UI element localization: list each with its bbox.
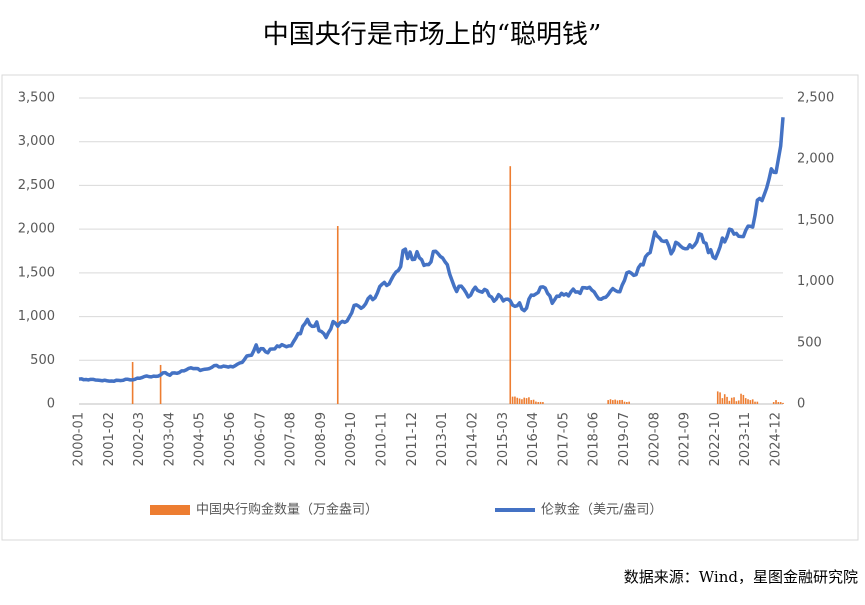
bar <box>772 402 775 404</box>
bar <box>535 401 537 404</box>
bar <box>619 400 621 404</box>
bar <box>626 402 628 404</box>
chart-title: 中国央行是市场上的“聪明钱” <box>263 20 602 50</box>
bar <box>532 399 535 404</box>
x-tick-label: 2022-10 <box>708 412 723 466</box>
bar <box>623 401 626 404</box>
bar <box>518 398 521 404</box>
y2-tick-label: 1,500 <box>797 213 834 228</box>
bar <box>716 391 719 404</box>
y2-tick-label: 0 <box>797 397 805 412</box>
x-tick-label: 2018-06 <box>587 412 602 466</box>
y-tick-label: 3,500 <box>18 91 55 106</box>
bar <box>728 400 731 404</box>
x-tick-label: 2015-03 <box>496 412 511 466</box>
x-tick-label: 2005-06 <box>223 412 238 466</box>
bar <box>779 402 782 404</box>
bar <box>744 398 747 404</box>
x-tick-label: 2008-09 <box>314 412 329 466</box>
x-tick-label: 2009-10 <box>344 412 359 466</box>
bar <box>721 398 724 404</box>
bar <box>747 399 749 404</box>
bar <box>159 364 162 404</box>
x-tick-label: 2011-12 <box>405 412 420 466</box>
x-tick-label: 2014-02 <box>465 412 480 466</box>
bar <box>749 400 752 404</box>
bar <box>336 226 339 404</box>
x-tick-label: 2006-07 <box>253 412 268 466</box>
y-tick-label: 2,000 <box>18 222 55 237</box>
legend-label: 伦敦金（美元/盎司） <box>541 502 662 518</box>
x-tick-label: 2024-12 <box>769 412 784 466</box>
line <box>78 117 785 384</box>
x-tick-label: 2023-11 <box>738 412 753 466</box>
chart-frame <box>1 74 859 541</box>
x-tick-label: 2016-04 <box>526 412 541 466</box>
bar <box>723 394 726 404</box>
bar <box>612 400 614 404</box>
y-tick-label: 3,000 <box>18 134 55 149</box>
legend-label: 中国央行购金数量（万金盎司） <box>196 502 378 518</box>
bar <box>740 393 742 404</box>
x-tick-label: 2007-08 <box>284 412 299 466</box>
bar <box>607 400 609 404</box>
x-tick-label: 2004-05 <box>193 412 208 466</box>
y-tick-label: 0 <box>47 397 55 412</box>
x-tick-label: 2021-09 <box>678 412 693 466</box>
source: 数据来源：Wind，星图金融研究院 <box>624 568 858 586</box>
bar <box>719 392 721 404</box>
bar <box>726 396 728 404</box>
x-tick-label: 2003-04 <box>162 412 177 466</box>
bar <box>609 399 612 404</box>
bar <box>756 401 759 404</box>
bar <box>542 402 544 404</box>
y-tick-label: 1,000 <box>18 309 55 324</box>
bar <box>775 400 777 404</box>
y2-tick-label: 500 <box>797 335 822 350</box>
bar <box>751 399 754 404</box>
bar <box>514 396 516 404</box>
y-tick-label: 2,500 <box>18 178 55 193</box>
bar <box>523 397 526 404</box>
bar <box>516 397 519 404</box>
bar <box>530 400 533 404</box>
bar <box>730 397 733 404</box>
bar <box>735 401 738 404</box>
bar <box>733 397 735 404</box>
bar <box>521 399 523 404</box>
bar <box>742 394 745 404</box>
bar <box>628 401 630 404</box>
bar <box>525 398 528 404</box>
y-tick-label: 500 <box>30 353 55 368</box>
bar <box>777 402 780 404</box>
x-tick-label: 2010-11 <box>375 412 390 466</box>
x-tick-label: 2013-01 <box>435 412 450 466</box>
bar <box>782 402 784 404</box>
bar <box>616 400 619 404</box>
bar <box>621 399 623 404</box>
x-tick-label: 2001-02 <box>102 412 117 466</box>
y-tick-label: 1,500 <box>18 265 55 280</box>
x-tick-label: 2002-03 <box>132 412 147 466</box>
y2-tick-label: 2,000 <box>797 152 834 167</box>
bar <box>509 166 512 404</box>
bar <box>539 401 542 404</box>
bar <box>737 400 740 404</box>
bar <box>131 362 134 404</box>
x-tick-label: 2000-01 <box>72 412 87 466</box>
y2-tick-label: 1,000 <box>797 274 834 289</box>
bar <box>528 397 530 404</box>
x-tick-label: 2019-07 <box>617 412 632 466</box>
bar <box>511 396 514 404</box>
bar <box>614 399 616 404</box>
x-tick-label: 2020-08 <box>647 412 662 466</box>
bar <box>537 402 540 404</box>
legend-swatch <box>150 505 190 515</box>
y2-tick-label: 2,500 <box>797 91 834 106</box>
x-tick-label: 2017-05 <box>556 412 571 466</box>
bar <box>754 401 756 404</box>
